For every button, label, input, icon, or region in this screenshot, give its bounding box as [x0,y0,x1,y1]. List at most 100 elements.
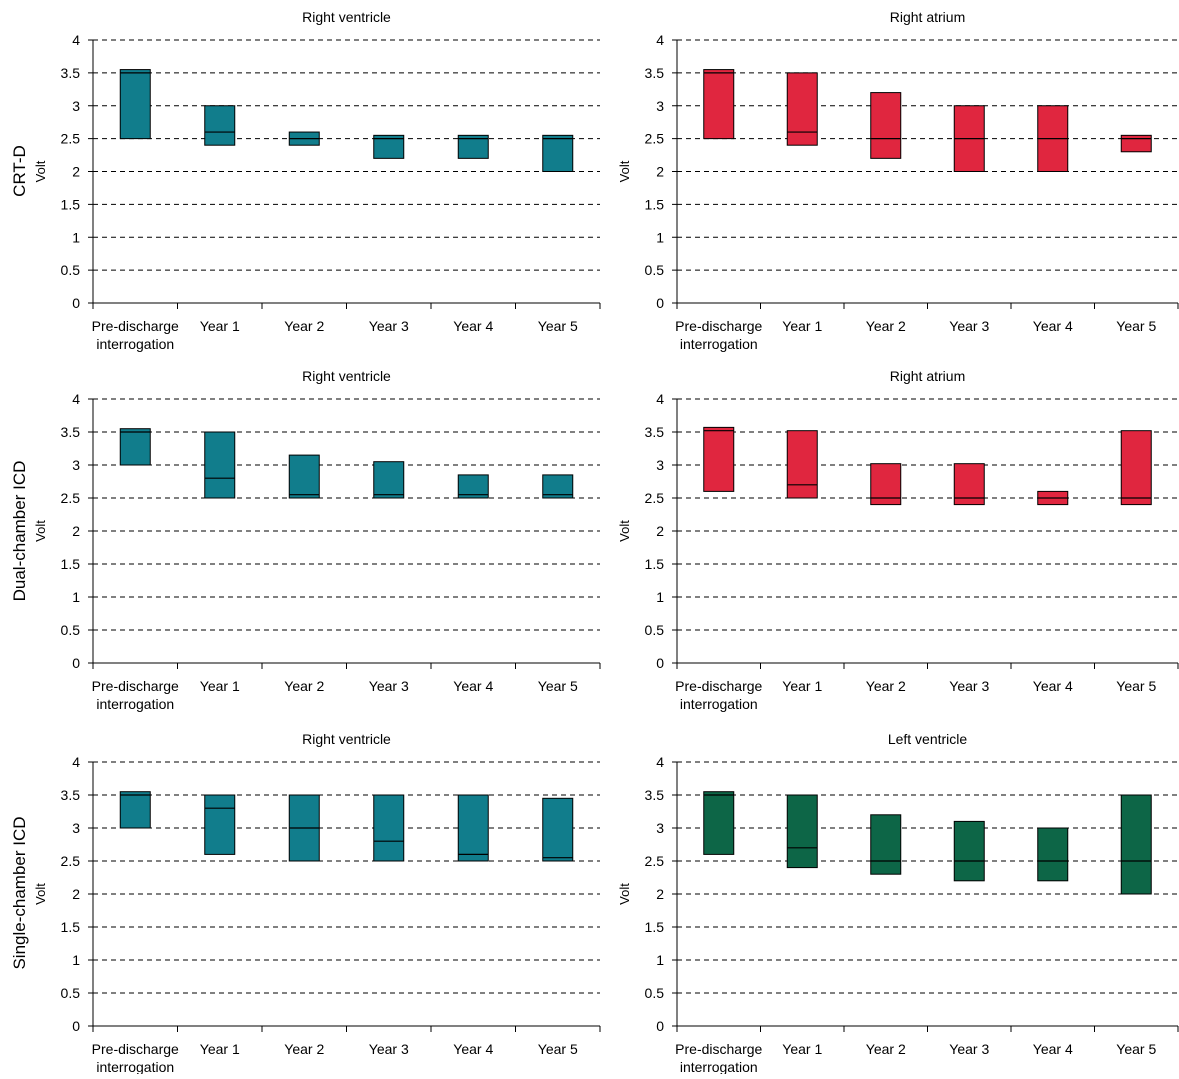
y-tick-label: 2.5 [645,490,665,506]
box [204,794,236,855]
y-tick-label: 3 [72,98,80,114]
x-tick-label: Pre-discharge interrogation [675,1041,762,1074]
y-tick-label: 3 [72,457,80,473]
y-tick-label: 1.5 [645,919,665,935]
y-tick-label: 3 [656,98,664,114]
y-tick-label: 1.5 [61,556,81,572]
x-tick-label: Year 1 [782,1041,822,1057]
y-tick-label: 3.5 [645,424,665,440]
box [204,105,236,146]
y-tick-label: 0 [656,295,664,311]
x-tick-label: Year 3 [369,678,409,694]
box [870,814,902,875]
y-tick-label: 0.5 [61,622,81,638]
x-tick-label: Year 3 [949,1041,989,1057]
box [786,72,818,146]
box [457,134,489,159]
box [457,794,489,862]
y-tick-label: 0 [656,655,664,671]
box [373,134,405,159]
x-tick-label: Year 1 [200,318,240,334]
x-tick-label: Year 4 [1033,678,1073,694]
y-tick-label: 0 [72,295,80,311]
y-tick-label: 4 [656,32,664,48]
y-tick-label: 3.5 [645,787,665,803]
y-tick-label: 3.5 [645,65,665,81]
box [703,69,735,140]
x-tick-label: Year 2 [866,318,906,334]
chart-title: Left ventricle [888,731,968,747]
y-tick-label: 0.5 [645,622,665,638]
y-tick-label: 2.5 [645,131,665,147]
x-tick-label: Year 1 [782,318,822,334]
box [373,794,405,862]
x-tick-label: Year 4 [1033,318,1073,334]
x-tick-label: Pre-discharge interrogation [92,678,179,712]
x-tick-label: Year 3 [949,678,989,694]
box [542,474,574,499]
x-tick-label: Year 4 [453,318,493,334]
box [703,426,735,492]
y-tick-label: 1 [72,589,80,605]
y-tick-label: 4 [656,391,664,407]
y-tick-label: 1.5 [61,919,81,935]
x-tick-label: Year 2 [284,318,324,334]
y-tick-label: 1.5 [61,196,81,212]
y-tick-label: 0.5 [61,985,81,1001]
x-tick-label: Year 5 [538,678,578,694]
y-tick-label: 2 [656,886,664,902]
x-tick-label: Year 2 [284,678,324,694]
x-tick-label: Year 5 [1116,1041,1156,1057]
x-tick-label: Year 1 [200,1041,240,1057]
y-tick-label: 0.5 [61,262,81,278]
box [119,791,151,829]
box [1120,430,1152,506]
chart-panel: Right ventricle Volt 0 0.5 1 1.5 2 2.5 3 3.5 4 Pre-… [33,9,601,352]
y-tick-label: 3.5 [61,787,81,803]
x-tick-label: Year 4 [453,1041,493,1057]
x-tick-label: Year 5 [1116,678,1156,694]
x-tick-label: Year 2 [284,1041,324,1057]
chart-panel: Right ventricle Volt 0 0.5 1 1.5 2 2.5 3 3.5 4 Pre-… [33,368,601,712]
x-tick-label: Year 1 [200,678,240,694]
x-tick-label: Year 5 [1116,318,1156,334]
y-tick-label: 1.5 [645,556,665,572]
row-label-text: CRT-D [10,145,29,197]
y-tick-label: 2 [72,164,80,180]
y-tick-label: 4 [72,391,80,407]
y-tick-label: 0.5 [645,985,665,1001]
chart-panel: Left ventricle Volt 0 0.5 1 1.5 2 2.5 3 3.5 4 Pre-d… [617,731,1179,1075]
y-axis-label: Volt [33,520,48,542]
x-tick-label: Year 5 [538,318,578,334]
x-tick-label: Year 3 [949,318,989,334]
y-tick-label: 0 [656,1018,664,1034]
box [1120,794,1152,895]
box [786,430,818,499]
x-tick-label: Pre-discharge interrogation [92,1041,179,1074]
box [542,134,574,172]
x-tick-label: Year 2 [866,1041,906,1057]
box [288,454,320,499]
chart-title: Right atrium [890,9,965,25]
y-tick-label: 4 [72,754,80,770]
box [204,431,236,499]
y-tick-label: 2.5 [61,490,81,506]
y-tick-label: 1 [72,952,80,968]
y-tick-label: 4 [72,32,80,48]
y-axis-label: Volt [617,160,632,182]
x-tick-label: Pre-discharge interrogation [92,318,179,352]
y-tick-label: 1 [656,952,664,968]
chart-title: Right ventricle [302,731,391,747]
x-tick-label: Year 2 [866,678,906,694]
y-tick-label: 2 [656,523,664,539]
x-tick-label: Pre-discharge interrogation [675,318,762,352]
y-tick-label: 3 [656,457,664,473]
x-tick-label: Year 3 [369,318,409,334]
y-tick-label: 3 [72,820,80,836]
x-tick-label: Year 4 [453,678,493,694]
box [1037,827,1069,882]
y-tick-label: 3 [656,820,664,836]
chart-title: Right ventricle [302,9,391,25]
chart-title: Right ventricle [302,368,391,384]
